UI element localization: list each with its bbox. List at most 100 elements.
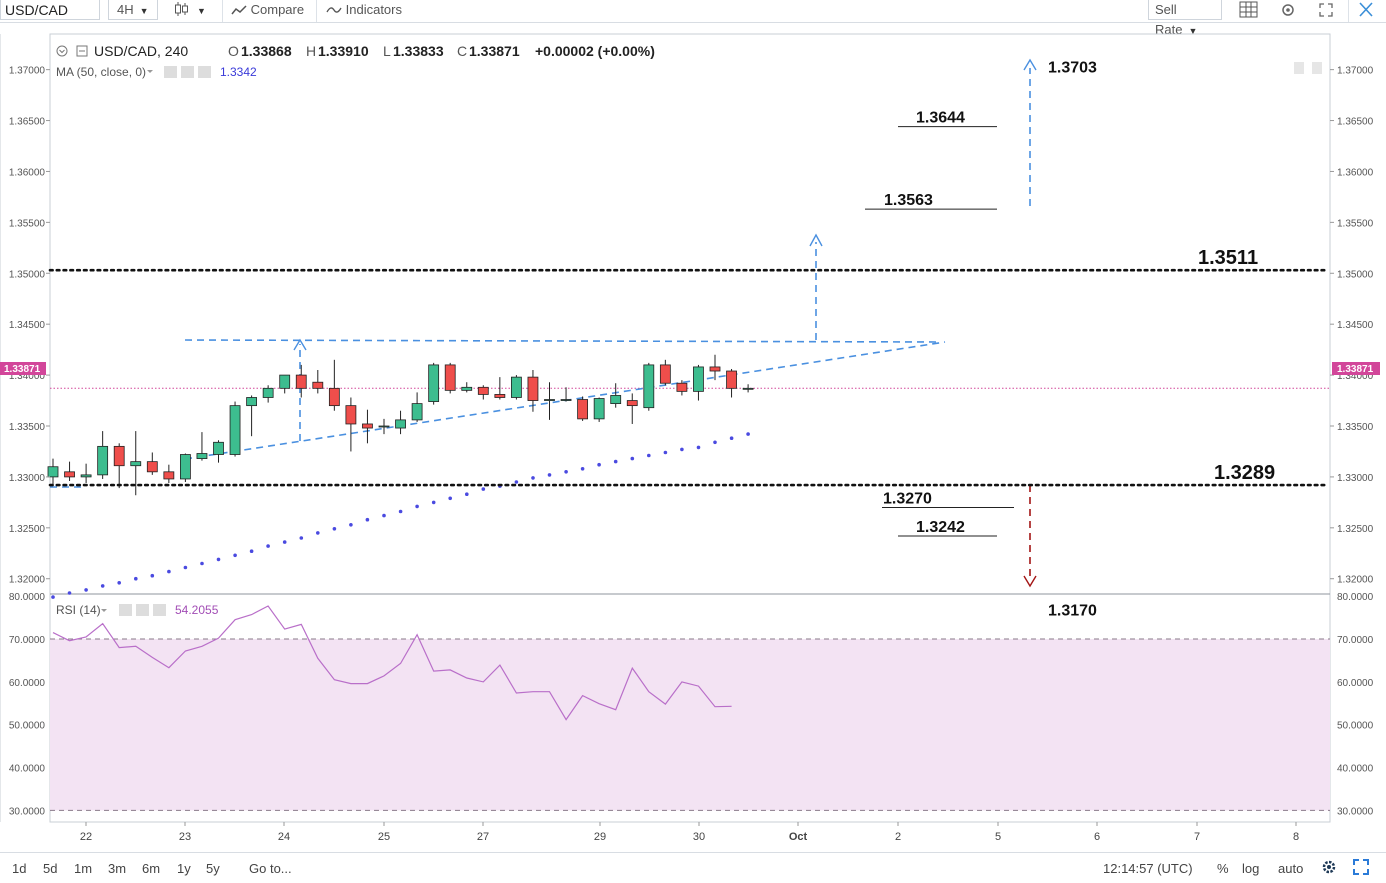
legend-c-label: C [457, 43, 467, 59]
rate-select[interactable]: Sell Rate ▼ [1148, 0, 1222, 37]
x-tick-label: 2 [895, 831, 901, 843]
candle-body [477, 386, 489, 395]
scroll-right-icon[interactable] [1312, 62, 1322, 74]
chevron-down-icon: ▼ [139, 6, 149, 16]
range-3m[interactable]: 3m [108, 861, 127, 876]
range-1m[interactable]: 1m [74, 861, 93, 876]
divider [1348, 0, 1349, 22]
candle-body [395, 419, 406, 429]
percent-toggle[interactable]: % [1217, 861, 1229, 876]
goto-button[interactable]: Go to... [249, 861, 292, 876]
ma-legend-value: 1.3342 [220, 65, 257, 79]
ma-point [216, 557, 221, 562]
y-tick-label: 1.32000 [1337, 575, 1374, 586]
candle [163, 464, 175, 484]
ma-series [51, 432, 750, 599]
candle [411, 392, 423, 422]
candle-body [163, 471, 175, 480]
y-tick-label: 1.34000 [1337, 371, 1374, 382]
y-tick-label: 1.36000 [1337, 167, 1374, 178]
candle [510, 375, 522, 400]
chevron-down-icon[interactable] [147, 70, 153, 73]
candle [262, 385, 274, 403]
candle [312, 370, 324, 394]
candle [328, 359, 340, 411]
auto-toggle[interactable]: auto [1278, 861, 1304, 876]
candle [378, 418, 390, 435]
ma-point [680, 447, 684, 452]
eye-icon[interactable] [164, 66, 177, 78]
candle-body [279, 374, 291, 389]
interval-select[interactable]: 4H ▼ [108, 0, 158, 20]
gear-icon[interactable] [1320, 858, 1338, 876]
compare-button[interactable]: Compare [231, 0, 304, 20]
collapse-icon[interactable] [56, 45, 68, 57]
log-toggle[interactable]: log [1242, 861, 1260, 876]
chart-area[interactable]: 1.3703 1.3644 1.3563 1.3511 1.3289 1.3270 1.32… [0, 22, 1386, 852]
rsi-band [50, 639, 1330, 811]
legend-change: +0.00002 (+0.00%) [535, 43, 655, 59]
eye-icon[interactable] [119, 604, 132, 616]
rsi-tick-label: 40.0000 [9, 764, 46, 775]
candle-body [246, 397, 258, 407]
fullscreen-icon[interactable] [1352, 858, 1370, 876]
candle-body [593, 398, 605, 420]
y-tick-label: 1.35000 [1337, 269, 1374, 280]
compare-label: Compare [250, 2, 305, 17]
candle-body [130, 461, 142, 467]
gear-icon[interactable] [181, 66, 194, 78]
range-5y[interactable]: 5y [206, 861, 220, 876]
candle-body [577, 399, 588, 420]
close-icon[interactable] [1356, 0, 1376, 20]
candle [527, 370, 539, 412]
ma-point [233, 553, 237, 558]
legend-o-label: O [228, 43, 239, 59]
ma-point [696, 445, 701, 450]
chevron-down-icon[interactable] [101, 609, 107, 612]
x-tick-label: 22 [80, 831, 92, 843]
candle-body [626, 400, 638, 407]
scroll-left-icon[interactable] [1294, 62, 1304, 74]
ma-point [332, 527, 337, 531]
candle-body [610, 395, 622, 405]
ma-legend-label: MA (50, close, 0) [56, 65, 146, 79]
candle-body [461, 386, 473, 391]
range-1d[interactable]: 1d [12, 861, 27, 876]
rsi-tick-label: 60.0000 [1337, 678, 1374, 689]
chart-type-button[interactable]: ▼ [171, 0, 217, 20]
close-icon[interactable] [153, 604, 166, 616]
indicators-button[interactable]: Indicators [326, 0, 402, 20]
candles-series [47, 354, 754, 496]
level-label: 1.3242 [916, 519, 965, 536]
gear-icon[interactable] [1278, 0, 1298, 20]
candle-body [659, 364, 671, 384]
candle [362, 409, 373, 444]
close-icon[interactable] [198, 66, 211, 78]
ma-point [134, 576, 138, 581]
expand-icon[interactable] [1316, 0, 1336, 20]
y-tick-label: 1.35500 [1337, 218, 1374, 229]
legend-low: 1.33833 [393, 43, 444, 59]
candle-body [428, 364, 440, 402]
ma-point [398, 509, 403, 514]
x-tick-label: 7 [1194, 831, 1200, 843]
candle-body [544, 399, 555, 401]
symbol-search-input[interactable]: USD/CAD [0, 0, 100, 20]
range-1y[interactable]: 1y [177, 861, 191, 876]
indicators-label: Indicators [345, 2, 402, 17]
minimize-icon[interactable] [76, 45, 88, 57]
candle [494, 377, 506, 400]
candle-body [378, 425, 390, 428]
candle [146, 452, 158, 475]
x-tick-label: 30 [693, 831, 705, 843]
grid-icon[interactable] [1238, 0, 1260, 20]
candle-body [510, 376, 522, 398]
candle [610, 383, 622, 408]
range-5d[interactable]: 5d [43, 861, 58, 876]
gear-icon[interactable] [136, 604, 149, 616]
range-6m[interactable]: 6m [142, 861, 161, 876]
ma-point [183, 565, 188, 570]
ma-point [382, 513, 386, 518]
level-label: 1.3511 [1198, 247, 1258, 269]
ma-point [729, 436, 734, 441]
